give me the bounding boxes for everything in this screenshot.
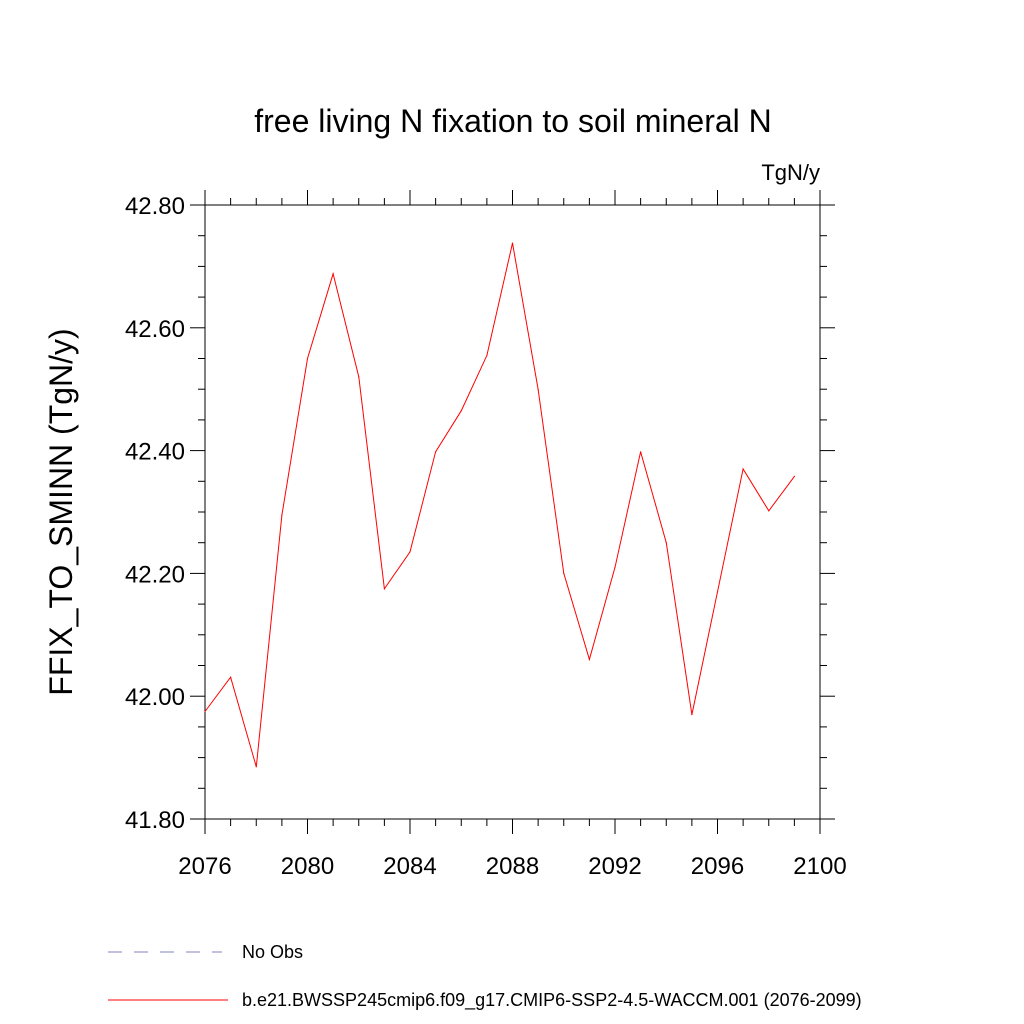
y-tick-label: 42.80 — [125, 193, 185, 220]
data-point — [665, 542, 667, 544]
x-tick-label: 2088 — [486, 853, 539, 880]
y-tick-label: 42.40 — [125, 439, 185, 466]
data-point — [230, 676, 232, 678]
legend-obs-label: No Obs — [242, 942, 303, 962]
y-tick-label: 42.60 — [125, 316, 185, 343]
y-tick-label: 42.20 — [125, 561, 185, 588]
series-line — [204, 242, 795, 767]
data-point — [691, 714, 693, 716]
data-point — [281, 514, 283, 516]
y-tick-labels: 41.80 42.00 42.20 42.40 42.60 42.80 — [125, 193, 185, 834]
y-tick-label: 41.80 — [125, 807, 185, 834]
data-point — [588, 658, 590, 660]
x-tick-label: 2084 — [383, 853, 436, 880]
data-point — [716, 591, 719, 593]
data-point — [460, 410, 462, 412]
data-point — [204, 710, 206, 713]
data-point — [383, 588, 385, 590]
data-point — [793, 475, 795, 477]
y-tick-label: 42.00 — [125, 684, 185, 711]
x-tick-label: 2080 — [281, 853, 334, 880]
data-point — [640, 451, 642, 453]
data-point — [486, 354, 488, 357]
data-point — [255, 766, 257, 768]
x-tick-label: 2092 — [588, 853, 641, 880]
series-group — [204, 242, 795, 768]
y-axis-label: FFIX_TO_SMINN (TgN/y) — [43, 328, 79, 695]
x-tick-label: 2100 — [793, 853, 846, 880]
x-tick-label: 2096 — [691, 853, 744, 880]
legend-series-label: b.e21.BWSSP245cmip6.f09_g17.CMIP6-SSP2-4… — [242, 990, 862, 1011]
data-point — [435, 451, 437, 453]
data-point — [511, 242, 514, 244]
x-tick-labels: 2076 2080 2084 2088 2092 2096 2100 — [178, 853, 846, 880]
axis-ticks — [190, 190, 835, 834]
chart-title: free living N fixation to soil mineral N — [254, 103, 772, 139]
legend: No Obs b.e21.BWSSP245cmip6.f09_g17.CMIP6… — [108, 942, 862, 1011]
data-point — [614, 566, 616, 568]
data-point — [768, 510, 770, 512]
data-point — [537, 388, 539, 390]
data-point — [409, 551, 411, 553]
data-point — [563, 572, 565, 575]
data-point — [306, 357, 309, 360]
data-point — [358, 376, 360, 378]
x-tick-label: 2076 — [178, 853, 231, 880]
units-label: TgN/y — [761, 160, 820, 185]
data-point — [742, 468, 744, 470]
plot-frame — [204, 204, 821, 820]
data-point — [332, 273, 334, 275]
